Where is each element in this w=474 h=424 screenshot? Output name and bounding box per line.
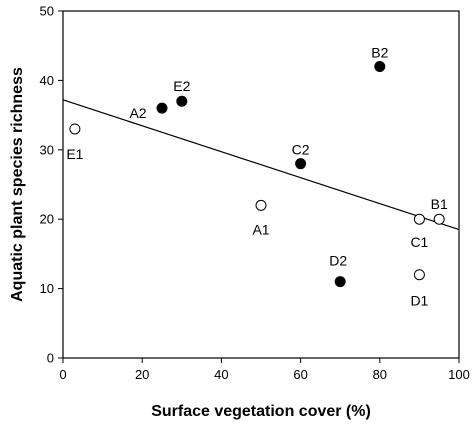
point-label-b1: B1 [431, 196, 448, 212]
point-label-c1: C1 [410, 234, 428, 250]
point-label-e1: E1 [66, 146, 83, 162]
point-a2 [156, 102, 168, 114]
y-tick-label: 50 [40, 4, 54, 19]
data-points [69, 61, 445, 288]
point-b1 [433, 213, 445, 225]
point-e1 [69, 123, 81, 135]
point-label-a1: A1 [252, 221, 269, 237]
plot-frame [62, 10, 460, 359]
point-d2 [334, 276, 346, 288]
x-tick-label: 40 [214, 367, 228, 382]
point-labels: A2 E2 C2 B2 D2 E1 A1 C1 B1 D1 [66, 45, 448, 309]
point-label-c2: C2 [292, 142, 310, 158]
point-a1 [255, 199, 267, 211]
trend-line [62, 99, 460, 231]
x-tick-label: 20 [135, 367, 149, 382]
point-c1 [413, 213, 425, 225]
y-tick-label: 0 [47, 351, 54, 366]
y-tick-label: 30 [40, 142, 54, 157]
y-tick-label: 10 [40, 281, 54, 296]
point-d1 [413, 269, 425, 281]
point-label-a2: A2 [129, 105, 146, 121]
point-label-d2: D2 [329, 253, 347, 269]
y-tick-label: 20 [40, 212, 54, 227]
plot-axes: 0 20 40 60 80 100 0 10 20 30 40 50 [40, 4, 470, 383]
x-tick-label: 0 [59, 367, 66, 382]
x-tick-label: 60 [293, 367, 307, 382]
point-label-e2: E2 [173, 78, 190, 94]
point-b2 [374, 61, 386, 73]
y-axis-title: Aquatic plant species richness [9, 67, 26, 302]
point-label-d1: D1 [410, 293, 428, 309]
trend-line-group [62, 99, 460, 231]
x-tick-label: 100 [448, 367, 470, 382]
y-tick-label: 40 [40, 73, 54, 88]
point-label-b2: B2 [371, 45, 388, 61]
x-tick-label: 80 [373, 367, 387, 382]
x-axis-title: Surface vegetation cover (%) [151, 403, 371, 420]
point-c2 [295, 158, 307, 170]
point-e2 [176, 95, 188, 107]
